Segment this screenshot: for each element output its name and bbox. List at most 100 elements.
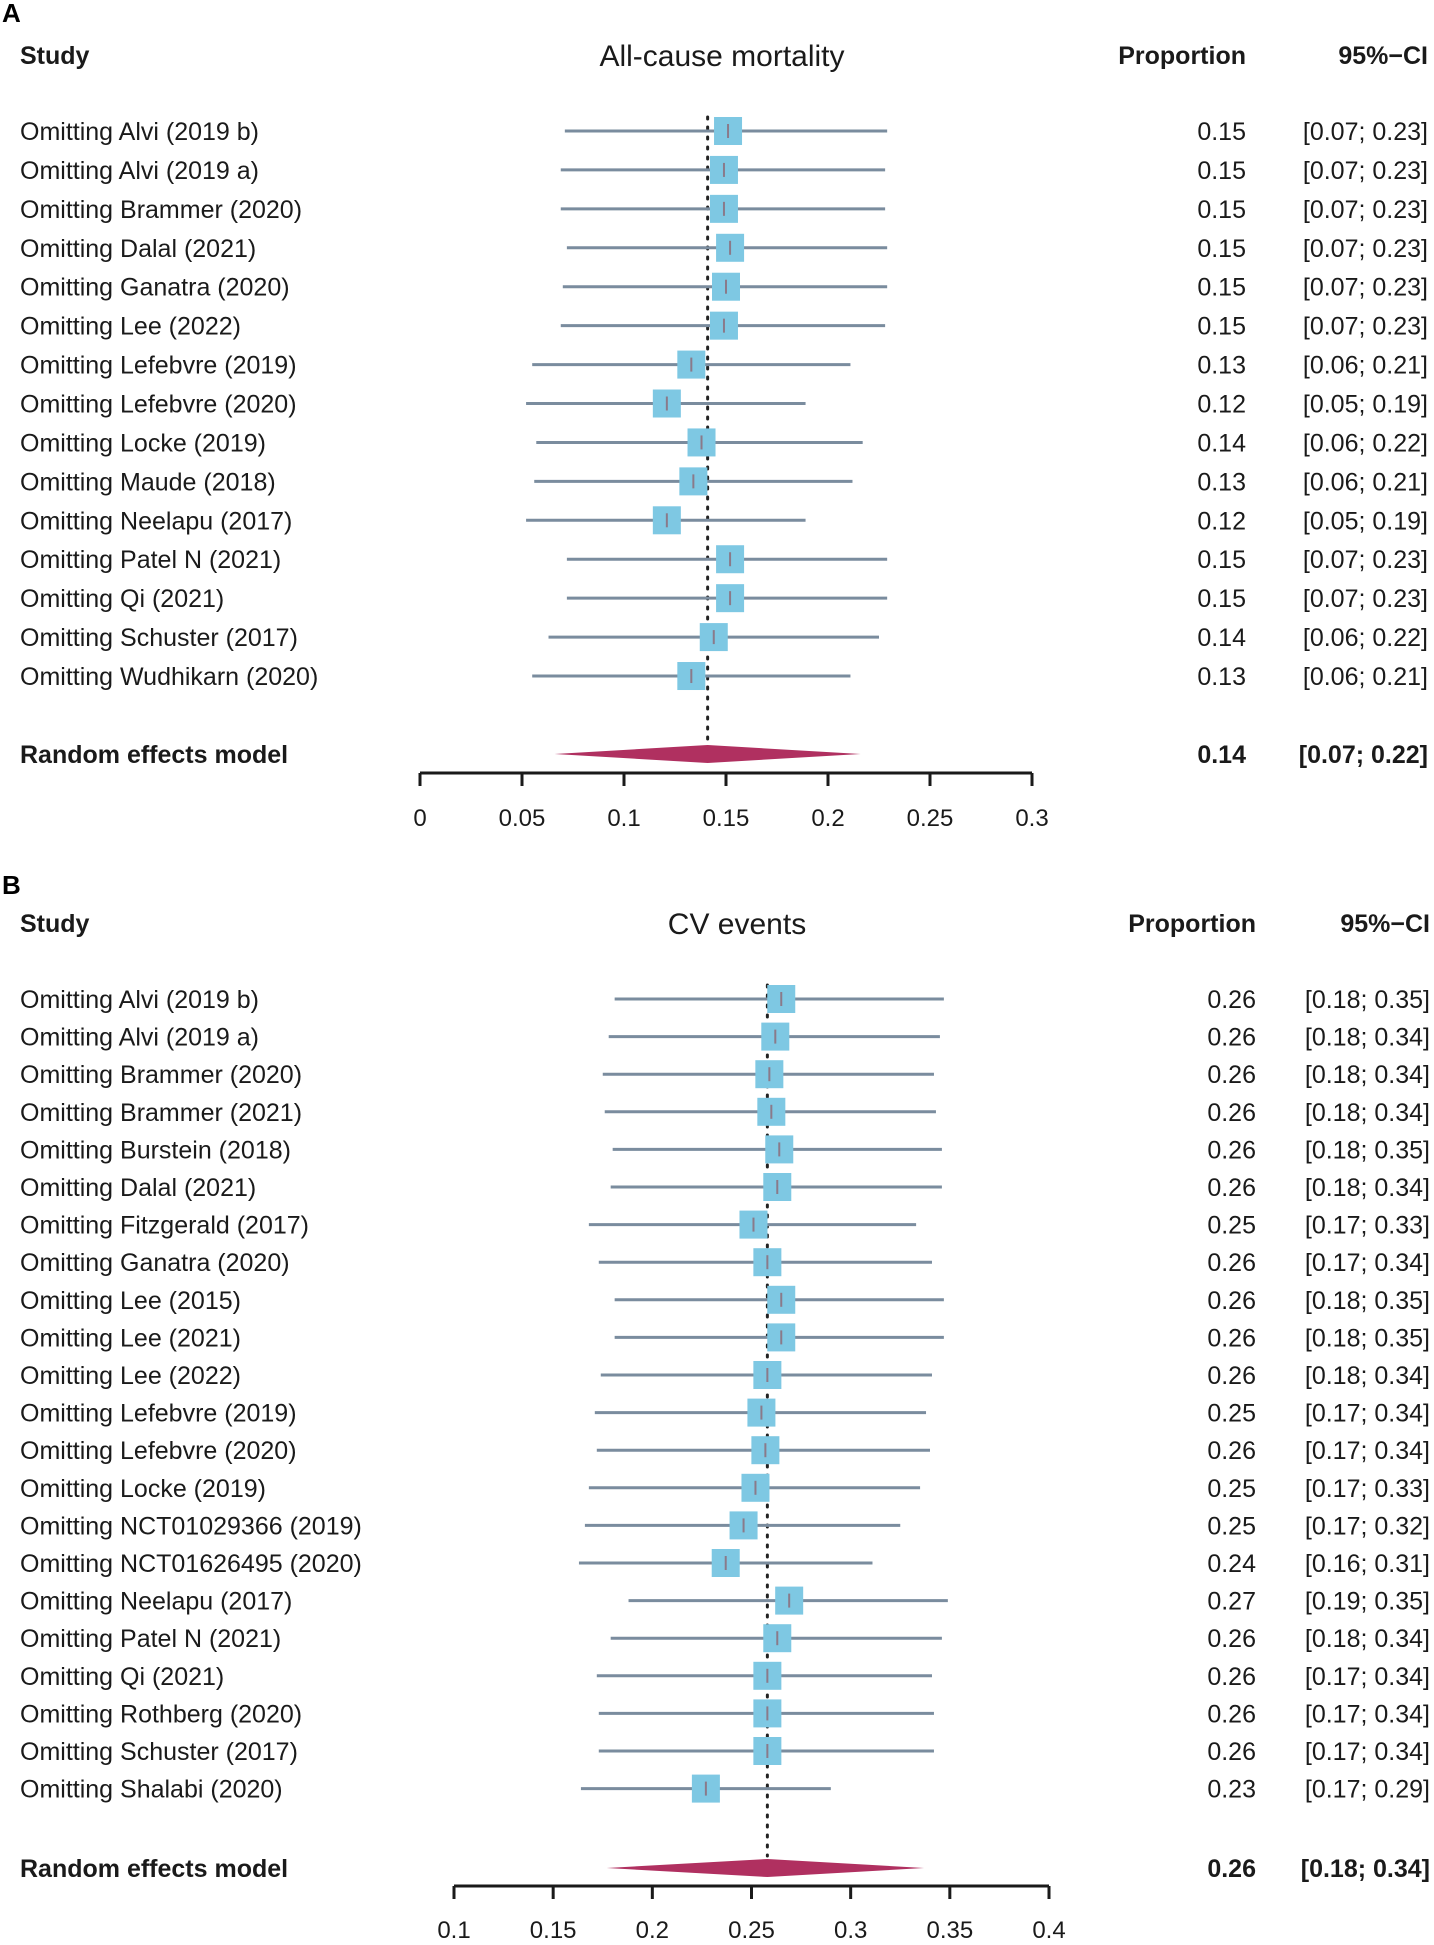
study-label: Omitting Lefebvre (2019) xyxy=(20,352,297,380)
x-tick-label: 0.15 xyxy=(530,1917,577,1944)
ci-value: [0.16; 0.31] xyxy=(1305,1550,1430,1578)
proportion-value: 0.26 xyxy=(1207,1024,1256,1052)
ci-value: [0.17; 0.33] xyxy=(1305,1212,1430,1240)
x-tick-label: 0.3 xyxy=(1015,805,1048,832)
proportion-value: 0.27 xyxy=(1207,1588,1256,1616)
proportion-value: 0.15 xyxy=(1197,235,1246,263)
ci-value: [0.18; 0.35] xyxy=(1305,1136,1430,1164)
study-label: Omitting Neelapu (2017) xyxy=(20,1588,292,1616)
study-label: Omitting Patel N (2021) xyxy=(20,1625,281,1653)
header-ci: 95%−CI xyxy=(1340,910,1430,938)
proportion-value: 0.26 xyxy=(1207,1700,1256,1728)
proportion-value: 0.15 xyxy=(1197,157,1246,185)
ci-value: [0.07; 0.23] xyxy=(1303,546,1428,574)
study-label: Omitting Fitzgerald (2017) xyxy=(20,1212,309,1240)
proportion-value: 0.12 xyxy=(1197,507,1246,535)
proportion-value: 0.26 xyxy=(1207,1061,1256,1089)
ci-value: [0.18; 0.35] xyxy=(1305,1324,1430,1352)
study-label: Omitting Dalal (2021) xyxy=(20,1174,256,1202)
proportion-value: 0.25 xyxy=(1207,1475,1256,1503)
chart-title: All-cause mortality xyxy=(599,40,844,73)
proportion-value: 0.14 xyxy=(1197,429,1246,457)
summary-ci: [0.07; 0.22] xyxy=(1299,741,1428,769)
proportion-value: 0.26 xyxy=(1207,1663,1256,1691)
panel-label-B: B xyxy=(2,870,21,900)
proportion-value: 0.26 xyxy=(1207,1625,1256,1653)
proportion-value: 0.26 xyxy=(1207,1136,1256,1164)
study-label: Omitting Shalabi (2020) xyxy=(20,1776,283,1804)
ci-value: [0.07; 0.23] xyxy=(1303,313,1428,341)
study-label: Omitting Alvi (2019 b) xyxy=(20,118,259,146)
header-study: Study xyxy=(20,42,90,70)
proportion-value: 0.15 xyxy=(1197,118,1246,146)
ci-value: [0.17; 0.34] xyxy=(1305,1663,1430,1691)
x-tick-label: 0.35 xyxy=(926,1917,973,1944)
x-tick-label: 0.1 xyxy=(607,805,640,832)
x-tick-label: 0.3 xyxy=(834,1917,867,1944)
study-label: Omitting Alvi (2019 b) xyxy=(20,986,259,1014)
proportion-value: 0.25 xyxy=(1207,1212,1256,1240)
study-label: Omitting Ganatra (2020) xyxy=(20,1249,290,1277)
summary-proportion: 0.26 xyxy=(1207,1855,1256,1883)
ci-value: [0.19; 0.35] xyxy=(1305,1588,1430,1616)
header-ci: 95%−CI xyxy=(1338,42,1428,70)
proportion-value: 0.26 xyxy=(1207,1174,1256,1202)
study-label: Omitting Patel N (2021) xyxy=(20,546,281,574)
x-tick-label: 0 xyxy=(413,805,426,832)
study-label: Omitting Dalal (2021) xyxy=(20,235,256,263)
ci-value: [0.17; 0.34] xyxy=(1305,1400,1430,1428)
study-label: Omitting Burstein (2018) xyxy=(20,1136,291,1164)
study-label: Omitting Rothberg (2020) xyxy=(20,1700,302,1728)
ci-value: [0.17; 0.34] xyxy=(1305,1738,1430,1766)
proportion-value: 0.15 xyxy=(1197,546,1246,574)
study-label: Omitting Lee (2015) xyxy=(20,1287,241,1315)
header-proportion: Proportion xyxy=(1128,910,1256,938)
header-proportion: Proportion xyxy=(1118,42,1246,70)
study-label: Omitting Brammer (2021) xyxy=(20,1099,302,1127)
ci-value: [0.07; 0.23] xyxy=(1303,118,1428,146)
ci-value: [0.17; 0.34] xyxy=(1305,1249,1430,1277)
proportion-value: 0.26 xyxy=(1207,1738,1256,1766)
study-label: Omitting Alvi (2019 a) xyxy=(20,1024,259,1052)
x-tick-label: 0.15 xyxy=(703,805,750,832)
x-tick-label: 0.25 xyxy=(728,1917,775,1944)
ci-value: [0.17; 0.32] xyxy=(1305,1512,1430,1540)
study-label: Omitting Lefebvre (2020) xyxy=(20,1437,297,1465)
x-tick-label: 0.1 xyxy=(437,1917,470,1944)
proportion-value: 0.15 xyxy=(1197,585,1246,613)
proportion-value: 0.26 xyxy=(1207,986,1256,1014)
study-label: Omitting NCT01029366 (2019) xyxy=(20,1512,362,1540)
ci-value: [0.06; 0.22] xyxy=(1303,624,1428,652)
ci-value: [0.18; 0.34] xyxy=(1305,1362,1430,1390)
proportion-value: 0.23 xyxy=(1207,1776,1256,1804)
summary-label: Random effects model xyxy=(20,1855,288,1883)
proportion-value: 0.26 xyxy=(1207,1362,1256,1390)
study-label: Omitting Alvi (2019 a) xyxy=(20,157,259,185)
proportion-value: 0.26 xyxy=(1207,1324,1256,1352)
ci-value: [0.17; 0.34] xyxy=(1305,1437,1430,1465)
study-label: Omitting Lefebvre (2020) xyxy=(20,391,297,419)
study-label: Omitting Wudhikarn (2020) xyxy=(20,663,318,691)
summary-diamond xyxy=(554,745,861,763)
proportion-value: 0.13 xyxy=(1197,663,1246,691)
ci-value: [0.06; 0.21] xyxy=(1303,468,1428,496)
x-tick-label: 0.2 xyxy=(811,805,844,832)
ci-value: [0.07; 0.23] xyxy=(1303,196,1428,224)
study-label: Omitting Qi (2021) xyxy=(20,585,224,613)
x-tick-label: 0.05 xyxy=(499,805,546,832)
x-tick-label: 0.4 xyxy=(1032,1917,1065,1944)
study-label: Omitting NCT01626495 (2020) xyxy=(20,1550,362,1578)
proportion-value: 0.14 xyxy=(1197,624,1246,652)
study-label: Omitting Locke (2019) xyxy=(20,429,266,457)
header-study: Study xyxy=(20,910,90,938)
x-tick-label: 0.25 xyxy=(907,805,954,832)
ci-value: [0.06; 0.21] xyxy=(1303,352,1428,380)
ci-value: [0.18; 0.34] xyxy=(1305,1099,1430,1127)
panel-label-A: A xyxy=(2,0,21,28)
summary-proportion: 0.14 xyxy=(1197,741,1246,769)
study-label: Omitting Lefebvre (2019) xyxy=(20,1400,297,1428)
ci-value: [0.07; 0.23] xyxy=(1303,157,1428,185)
ci-value: [0.18; 0.35] xyxy=(1305,986,1430,1014)
x-tick-label: 0.2 xyxy=(636,1917,669,1944)
